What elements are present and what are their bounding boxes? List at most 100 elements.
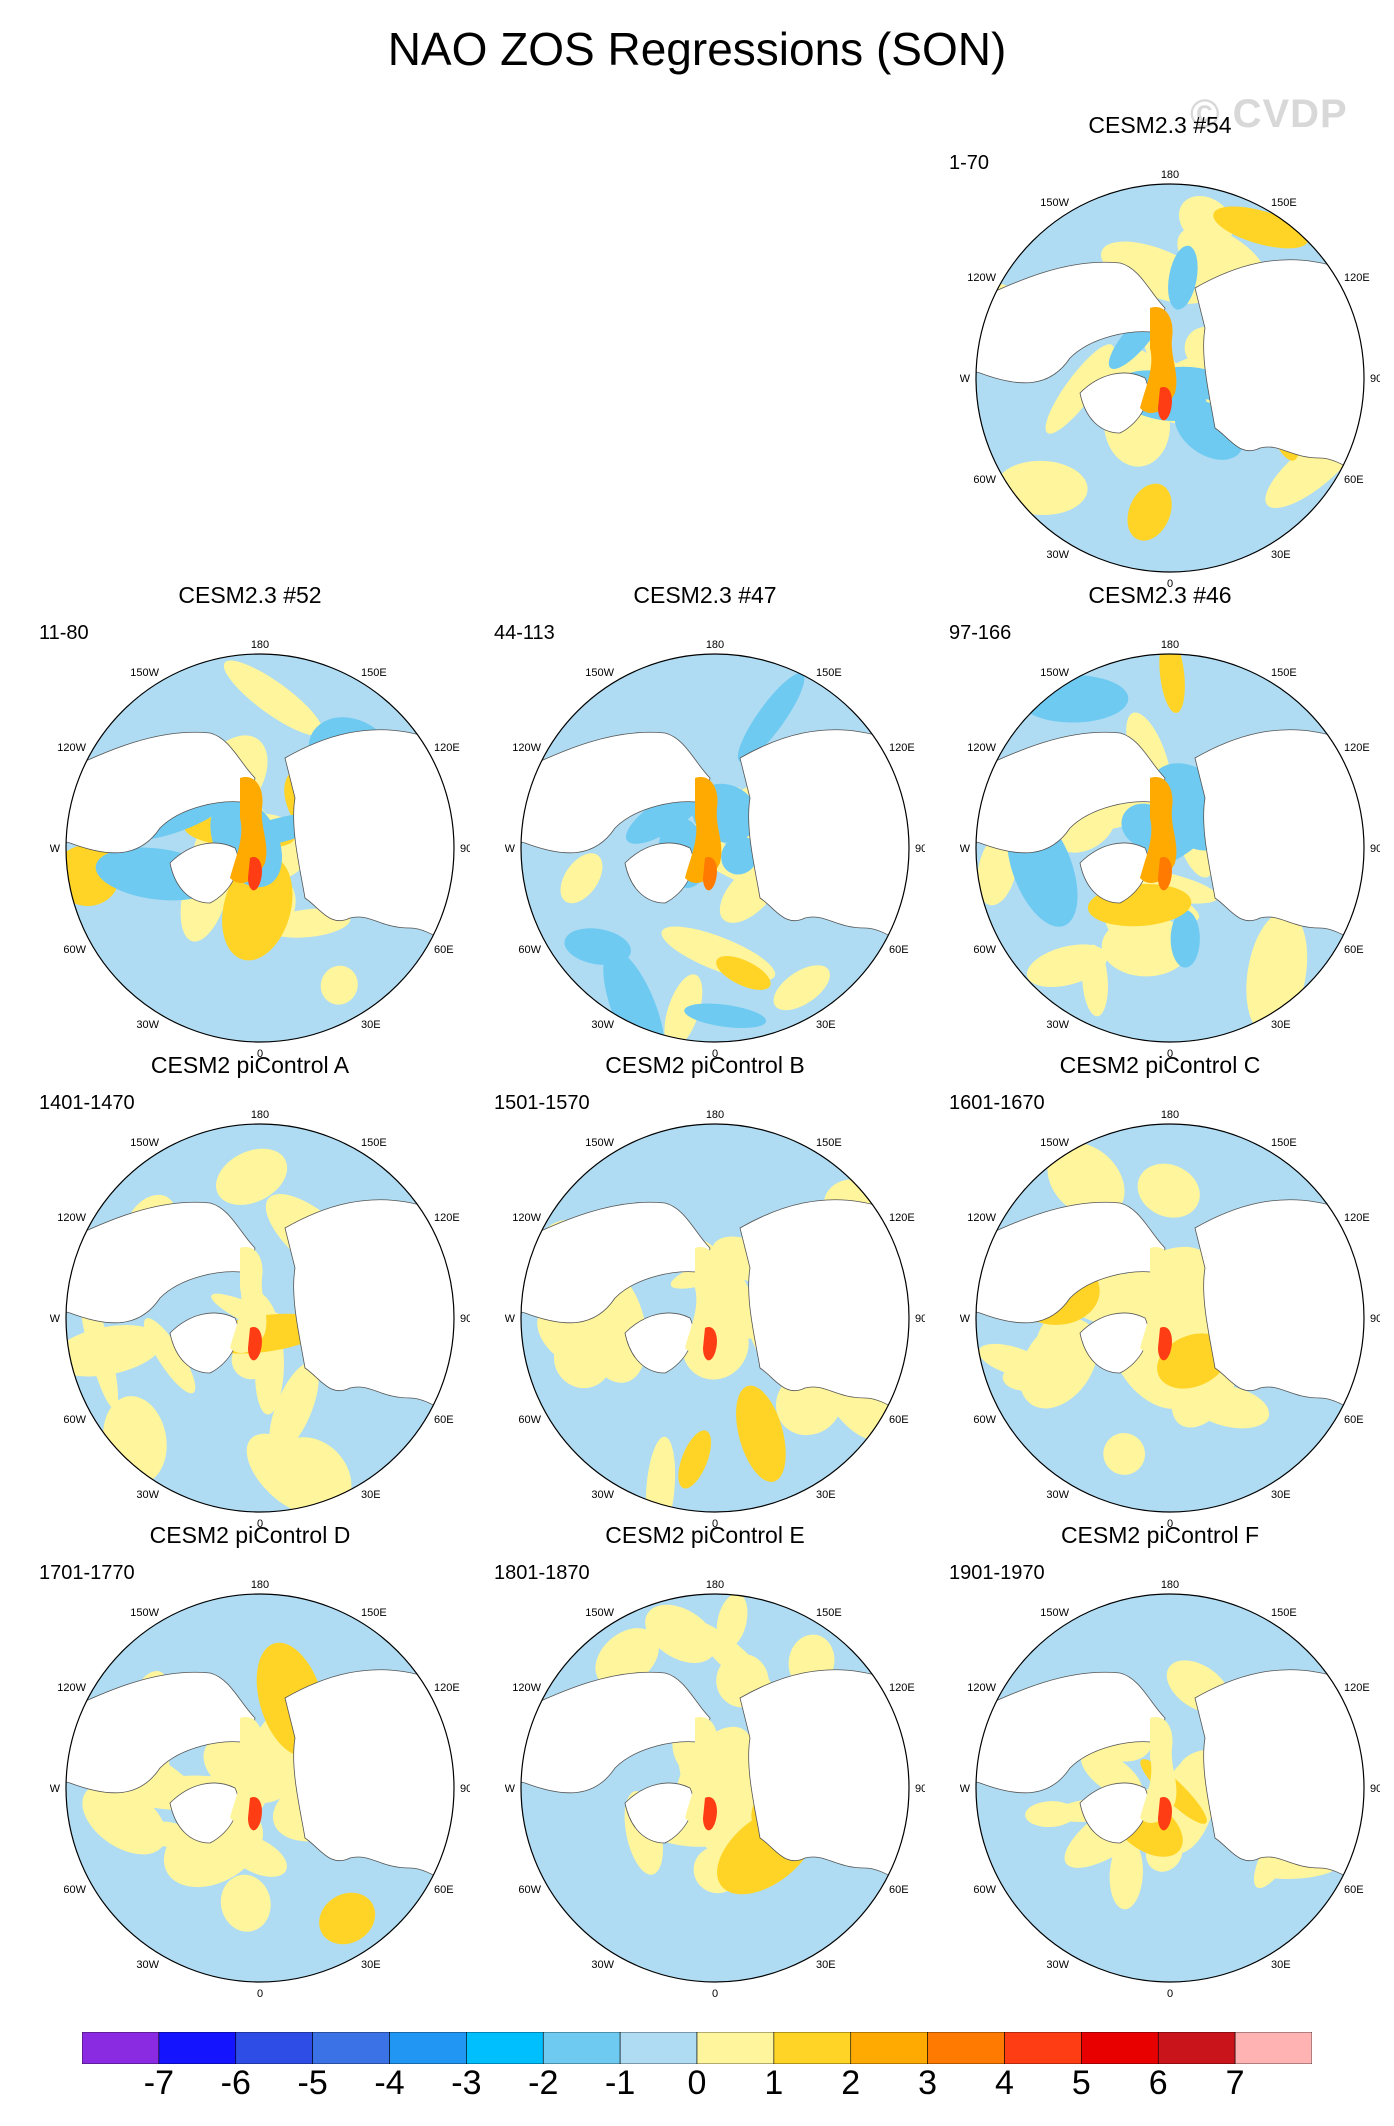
longitude-label: 90E [915, 1783, 925, 1795]
longitude-label: 150E [816, 1607, 842, 1619]
longitude-label: 60W [63, 1414, 86, 1426]
longitude-label: 60E [889, 1884, 909, 1896]
anomaly-patch [320, 965, 358, 1005]
longitude-label: 0 [712, 1518, 718, 1528]
longitude-label: 150W [130, 1137, 159, 1149]
map-border [65, 653, 455, 1043]
map-border [975, 183, 1365, 573]
map-panel: CESM2.3 #54 1-70 180 0 90W 90E 150W 120W 150E 120… [945, 112, 1380, 592]
polar-map: 180 0 90W 90E 150W 120W 150E 120E 30W 60W 30E 60E [505, 1109, 925, 1528]
longitude-label: 150E [361, 1607, 387, 1619]
arctic-anomaly [230, 777, 267, 883]
anomaly-patch [269, 1362, 319, 1454]
longitude-label: 60W [973, 944, 996, 956]
panel-title: CESM2 piControl A [150, 1052, 350, 1078]
map-border [65, 1123, 455, 1513]
longitude-label: 60E [1344, 944, 1364, 956]
longitude-label: 90E [915, 843, 925, 855]
anomaly-patch [1047, 1142, 1125, 1219]
longitude-label: 120W [57, 1212, 86, 1224]
panel-title: CESM2 piControl E [605, 1522, 805, 1548]
anomaly-patch [1025, 1801, 1076, 1828]
polar-map: 180 0 90W 90E 150W 120W 150E 120E 30W 60W 30E 60E [960, 1579, 1380, 1998]
longitude-label: 30E [1271, 1959, 1291, 1971]
longitude-label: 150E [1271, 197, 1297, 209]
colorbar-tick-label: 7 [1225, 2064, 1245, 2102]
longitude-label: 90E [460, 1783, 470, 1795]
anomaly-patch [1157, 1333, 1229, 1389]
longitude-label: 30E [361, 1959, 381, 1971]
longitude-label: 180 [1161, 1579, 1179, 1591]
map-border [520, 1593, 910, 1983]
map-border [975, 653, 1365, 1043]
longitude-label: 30W [1046, 1489, 1069, 1501]
map-panel: CESM2 piControl F 1901-1970 180 0 90W 90E 150W… [945, 1522, 1380, 2002]
arctic-anomaly [1140, 777, 1177, 883]
longitude-label: 120W [967, 1212, 996, 1224]
colorbar-bin [1157, 2032, 1236, 2064]
page-title: NAO ZOS Regressions (SON) [387, 23, 1007, 75]
longitude-label: 180 [1161, 639, 1179, 651]
arctic-anomaly [230, 1717, 267, 1823]
anomaly-patch [1213, 206, 1309, 249]
colorbar-bin [235, 2032, 313, 2064]
colorbar-tick-label: 2 [841, 2064, 861, 2102]
polar-map: 180 0 90W 90E 150W 120W 150E 120E 30W 60W 30E 60E [505, 639, 925, 1058]
eurasia-land [1194, 729, 1364, 959]
panel-years: 1401-1470 [39, 1092, 135, 1114]
map-border [520, 1123, 910, 1513]
arctic-anomaly-strong [248, 1797, 262, 1831]
polar-map: 180 0 90W 90E 150W 120W 150E 120E 30W 60W 30E 60E [50, 1109, 470, 1528]
panel-title: CESM2.3 #47 [633, 582, 777, 608]
anomaly-patch [684, 1003, 767, 1029]
anomaly-patch [223, 660, 323, 736]
longitude-label: 120W [512, 1212, 541, 1224]
polar-map: 180 0 90W 90E 150W 120W 150E 120E 30W 60W 30E 60E [960, 169, 1380, 588]
colorbar-tick-label: 6 [1148, 2064, 1168, 2102]
longitude-label: 150E [816, 667, 842, 679]
colorbar-bin [850, 2032, 928, 2064]
longitude-label: 180 [1161, 1109, 1179, 1121]
eurasia-land [739, 729, 909, 959]
longitude-label: 60E [889, 944, 909, 956]
colorbar-bin [619, 2032, 698, 2064]
anomaly-patch [1103, 1433, 1146, 1475]
panel-years: 1-70 [949, 152, 990, 174]
arctic-anomaly-strong [248, 857, 262, 891]
arctic-anomaly [1140, 1717, 1177, 1823]
polar-map: 180 0 90W 90E 150W 120W 150E 120E 30W 60W 30E 60E [50, 1579, 470, 1998]
panel-years: 1601-1670 [949, 1092, 1045, 1114]
arctic-anomaly-strong [703, 857, 717, 891]
polar-map: 180 0 90W 90E 150W 120W 150E 120E 30W 60W 30E 60E [960, 639, 1380, 1058]
longitude-label: 0 [257, 1048, 263, 1058]
longitude-label: 90E [1370, 373, 1380, 385]
longitude-label: 0 [1167, 1988, 1173, 1998]
longitude-label: 120W [512, 1682, 541, 1694]
colorbar-tick-label: -6 [220, 2064, 251, 2102]
longitude-label: 150W [130, 1607, 159, 1619]
longitude-label: 90W [505, 1313, 516, 1325]
colorbar-labels: -7 -6 -5 -4 -3 -2 -1 0 1 2 3 4 5 6 7 [0, 2064, 1394, 2104]
anomaly-patch [645, 1436, 676, 1512]
map-panel: CESM2 piControl A 1401-1470 180 0 90W 90E 150W… [35, 1052, 470, 1532]
longitude-label: 60E [434, 1884, 454, 1896]
map-border [975, 1593, 1365, 1983]
longitude-label: 150W [585, 1607, 614, 1619]
panel-title: CESM2.3 #54 [1088, 112, 1232, 138]
longitude-label: 120E [434, 742, 460, 754]
anomaly-patch [716, 956, 771, 990]
map-panel: CESM2.3 #4697-166180090W90E150W120W150E1… [945, 582, 1380, 1062]
longitude-label: 30W [1046, 549, 1069, 561]
longitude-label: 120E [889, 1212, 915, 1224]
anomaly-patch [977, 833, 1018, 906]
longitude-label: 150E [1271, 1137, 1297, 1149]
colorbar-tick-label: 5 [1071, 2064, 1091, 2102]
colorbar-tick-label: -1 [605, 2064, 636, 2102]
eurasia-land [739, 1199, 909, 1429]
anomaly-patch [319, 1892, 376, 1945]
longitude-label: 180 [706, 1579, 724, 1591]
longitude-label: 30W [136, 1019, 159, 1031]
longitude-label: 30E [816, 1959, 836, 1971]
arctic-anomaly-strong [703, 1797, 717, 1831]
panel-years: 1901-1970 [949, 1562, 1045, 1584]
